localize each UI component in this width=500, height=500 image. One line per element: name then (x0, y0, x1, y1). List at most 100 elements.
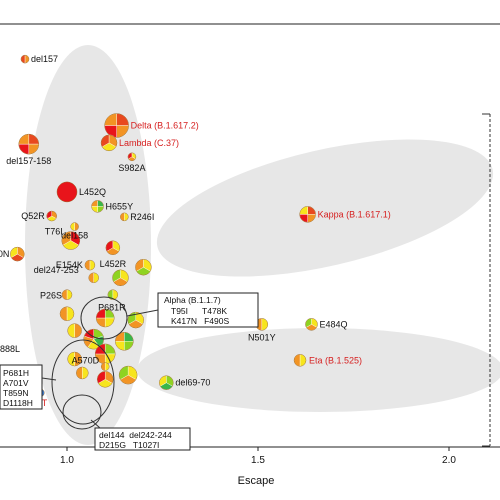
point-outline (159, 375, 174, 390)
label-d950n: D950N (0, 249, 9, 259)
point-outline (107, 289, 119, 300)
point-s982a (127, 152, 137, 162)
point-outline (67, 323, 82, 338)
label-t76i: T76I (45, 227, 63, 237)
point-outline (70, 222, 79, 231)
point-del157-158 (18, 133, 40, 155)
left-box-line-1: P681H (3, 368, 29, 378)
point-outline (88, 272, 99, 284)
point-slice (20, 54, 26, 64)
label-n501y: N501Y (248, 332, 276, 342)
bottom-box (94, 427, 191, 451)
point-outline (76, 366, 89, 380)
point-lambda-c-37 (100, 134, 118, 152)
point-outline (46, 210, 57, 222)
point-r246i (120, 212, 129, 222)
bottom-group-outline (62, 394, 102, 430)
point-p26s (61, 289, 73, 300)
point-outline (105, 240, 121, 256)
edge-label-888l: 888L (0, 344, 20, 354)
point-outline (118, 365, 138, 385)
cluster-point (115, 332, 134, 351)
label-s982a: S982A (118, 163, 145, 173)
annotation-left: P681H A701V T859N D1118H (0, 364, 57, 410)
annotation-bottom: del144 del242-244 D215G T1027I (90, 419, 191, 451)
left-box-line-3: T859N (3, 388, 29, 398)
alpha-group-outline (80, 296, 128, 340)
cluster-point (95, 308, 115, 328)
label-e484q: E484Q (319, 319, 347, 329)
point-outline (91, 200, 104, 213)
left-box-line-2: A701V (3, 378, 29, 388)
label-del247-253: del247-253 (34, 265, 79, 275)
cluster-point (67, 323, 82, 338)
label-kappa-b-1-617-1: Kappa (B.1.617.1) (318, 209, 391, 219)
label-p681r: P681R (98, 303, 126, 313)
point-slice (261, 318, 269, 331)
label-h655y: H655Y (106, 201, 134, 211)
x-tick-label: 1.5 (251, 455, 265, 466)
point-outline (100, 362, 110, 371)
point-outline (56, 181, 78, 203)
point-a570d (100, 362, 110, 371)
cluster-point (76, 366, 89, 380)
group-outlines (51, 296, 128, 430)
point-slice (57, 181, 77, 202)
point-outline (18, 133, 40, 155)
point-outline (84, 259, 96, 271)
cluster-lower-right (137, 328, 500, 412)
cluster-point (67, 351, 82, 367)
point-outline (95, 308, 115, 328)
cluster-point (135, 258, 152, 276)
label-del158: del158 (61, 231, 88, 241)
point-outline (293, 354, 307, 367)
left-box-line-4: D1118H (3, 398, 33, 408)
point-outline (115, 332, 134, 351)
label-a570d: A570D (72, 356, 100, 366)
label-e154k: E154K (56, 260, 83, 270)
point-del158 (70, 222, 79, 231)
point-p681r (107, 289, 119, 300)
label-l452r: L452R (100, 259, 127, 269)
point-outline (61, 231, 81, 250)
point-outline (104, 113, 129, 138)
left-box (0, 364, 43, 410)
point-kappa-b-1-617-1 (299, 206, 316, 223)
cluster-upper-right (156, 139, 494, 277)
point-outline (67, 351, 82, 367)
point-q52r (46, 210, 57, 222)
point-outline (299, 206, 316, 223)
point-outline (96, 371, 114, 388)
point-l452q (56, 181, 78, 203)
point-outline (10, 246, 25, 262)
cluster-point (59, 306, 75, 322)
point-del247-253 (88, 272, 99, 284)
point-outline (59, 306, 75, 322)
label-lambda-c-37: Lambda (C.37) (119, 138, 179, 148)
point-outline (61, 289, 73, 300)
cluster-point (96, 371, 114, 388)
alpha-connector (126, 309, 159, 317)
point-d950n (10, 246, 25, 262)
point-outline (127, 152, 137, 162)
label-del157-158: del157-158 (6, 156, 51, 166)
x-tick-label: 1.0 (60, 455, 74, 466)
cluster-ellipses (25, 45, 500, 445)
point-delta-b-1-617-2 (104, 113, 129, 138)
alpha-box (157, 292, 259, 328)
alpha-box-title: Alpha (B.1.1.7) (164, 295, 221, 305)
label-del157: del157 (31, 54, 58, 64)
point-e484q (305, 318, 318, 331)
central-group-outline (51, 339, 115, 425)
x-axis-title: Escape (238, 475, 275, 487)
alpha-box-line-2: T95I T478K (171, 306, 227, 316)
annotation-alpha: Alpha (B.1.1.7) T95I T478K K417N F490S (126, 292, 259, 328)
point-l452r (105, 240, 121, 256)
cluster-point (118, 365, 138, 385)
point-e154k (84, 259, 96, 271)
point-outline (20, 54, 30, 64)
label-delta-b-1-617-2: Delta (B.1.617.2) (131, 121, 199, 131)
point-outline (100, 134, 118, 152)
data-points (10, 54, 318, 398)
x-tick-label: 2.0 (442, 455, 456, 466)
